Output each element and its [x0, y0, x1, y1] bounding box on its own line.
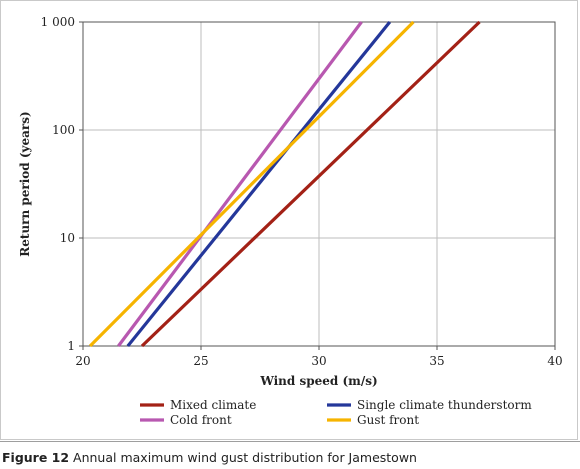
x-tick-label: 40	[547, 354, 562, 368]
series-line	[140, 20, 481, 348]
x-tick-label: 35	[429, 354, 444, 368]
x-tick-label: 25	[193, 354, 208, 368]
series-lines	[88, 20, 481, 348]
y-tick-label: 100	[52, 123, 75, 137]
figure-frame	[0, 0, 578, 440]
legend-item: Mixed climate	[140, 398, 256, 412]
x-tick-label: 30	[311, 354, 326, 368]
caption-label: Figure 12	[2, 450, 70, 465]
y-tick-label: 1 000	[41, 15, 75, 29]
legend-label: Single climate thunderstorm	[357, 398, 532, 412]
y-tick-label: 1	[67, 339, 75, 353]
y-tick-label: 10	[60, 231, 75, 245]
caption-text: Annual maximum wind gust distribution fo…	[69, 450, 417, 465]
legend-label: Mixed climate	[170, 398, 256, 412]
legend-item: Single climate thunderstorm	[327, 398, 532, 412]
x-axis-label: Wind speed (m/s)	[259, 374, 377, 388]
caption-divider	[0, 441, 580, 442]
legend-label: Gust front	[357, 413, 419, 427]
series-line	[88, 20, 415, 348]
chart: 20 25 30 35 40 1 10 100 1 000 Wind speed (m/s) R…	[18, 15, 563, 427]
legend: Mixed climate Single climate thunderstorm…	[140, 398, 532, 427]
legend-item: Cold front	[140, 413, 232, 427]
x-tick-label: 20	[75, 354, 90, 368]
legend-item: Gust front	[327, 413, 419, 427]
figure-caption: Figure 12 Annual maximum wind gust distr…	[2, 450, 417, 465]
series-line	[126, 20, 392, 348]
tick-labels: 20 25 30 35 40 1 10 100 1 000	[41, 15, 563, 368]
legend-label: Cold front	[170, 413, 232, 427]
series-line	[117, 21, 363, 347]
y-axis-label: Return period (years)	[18, 111, 32, 256]
